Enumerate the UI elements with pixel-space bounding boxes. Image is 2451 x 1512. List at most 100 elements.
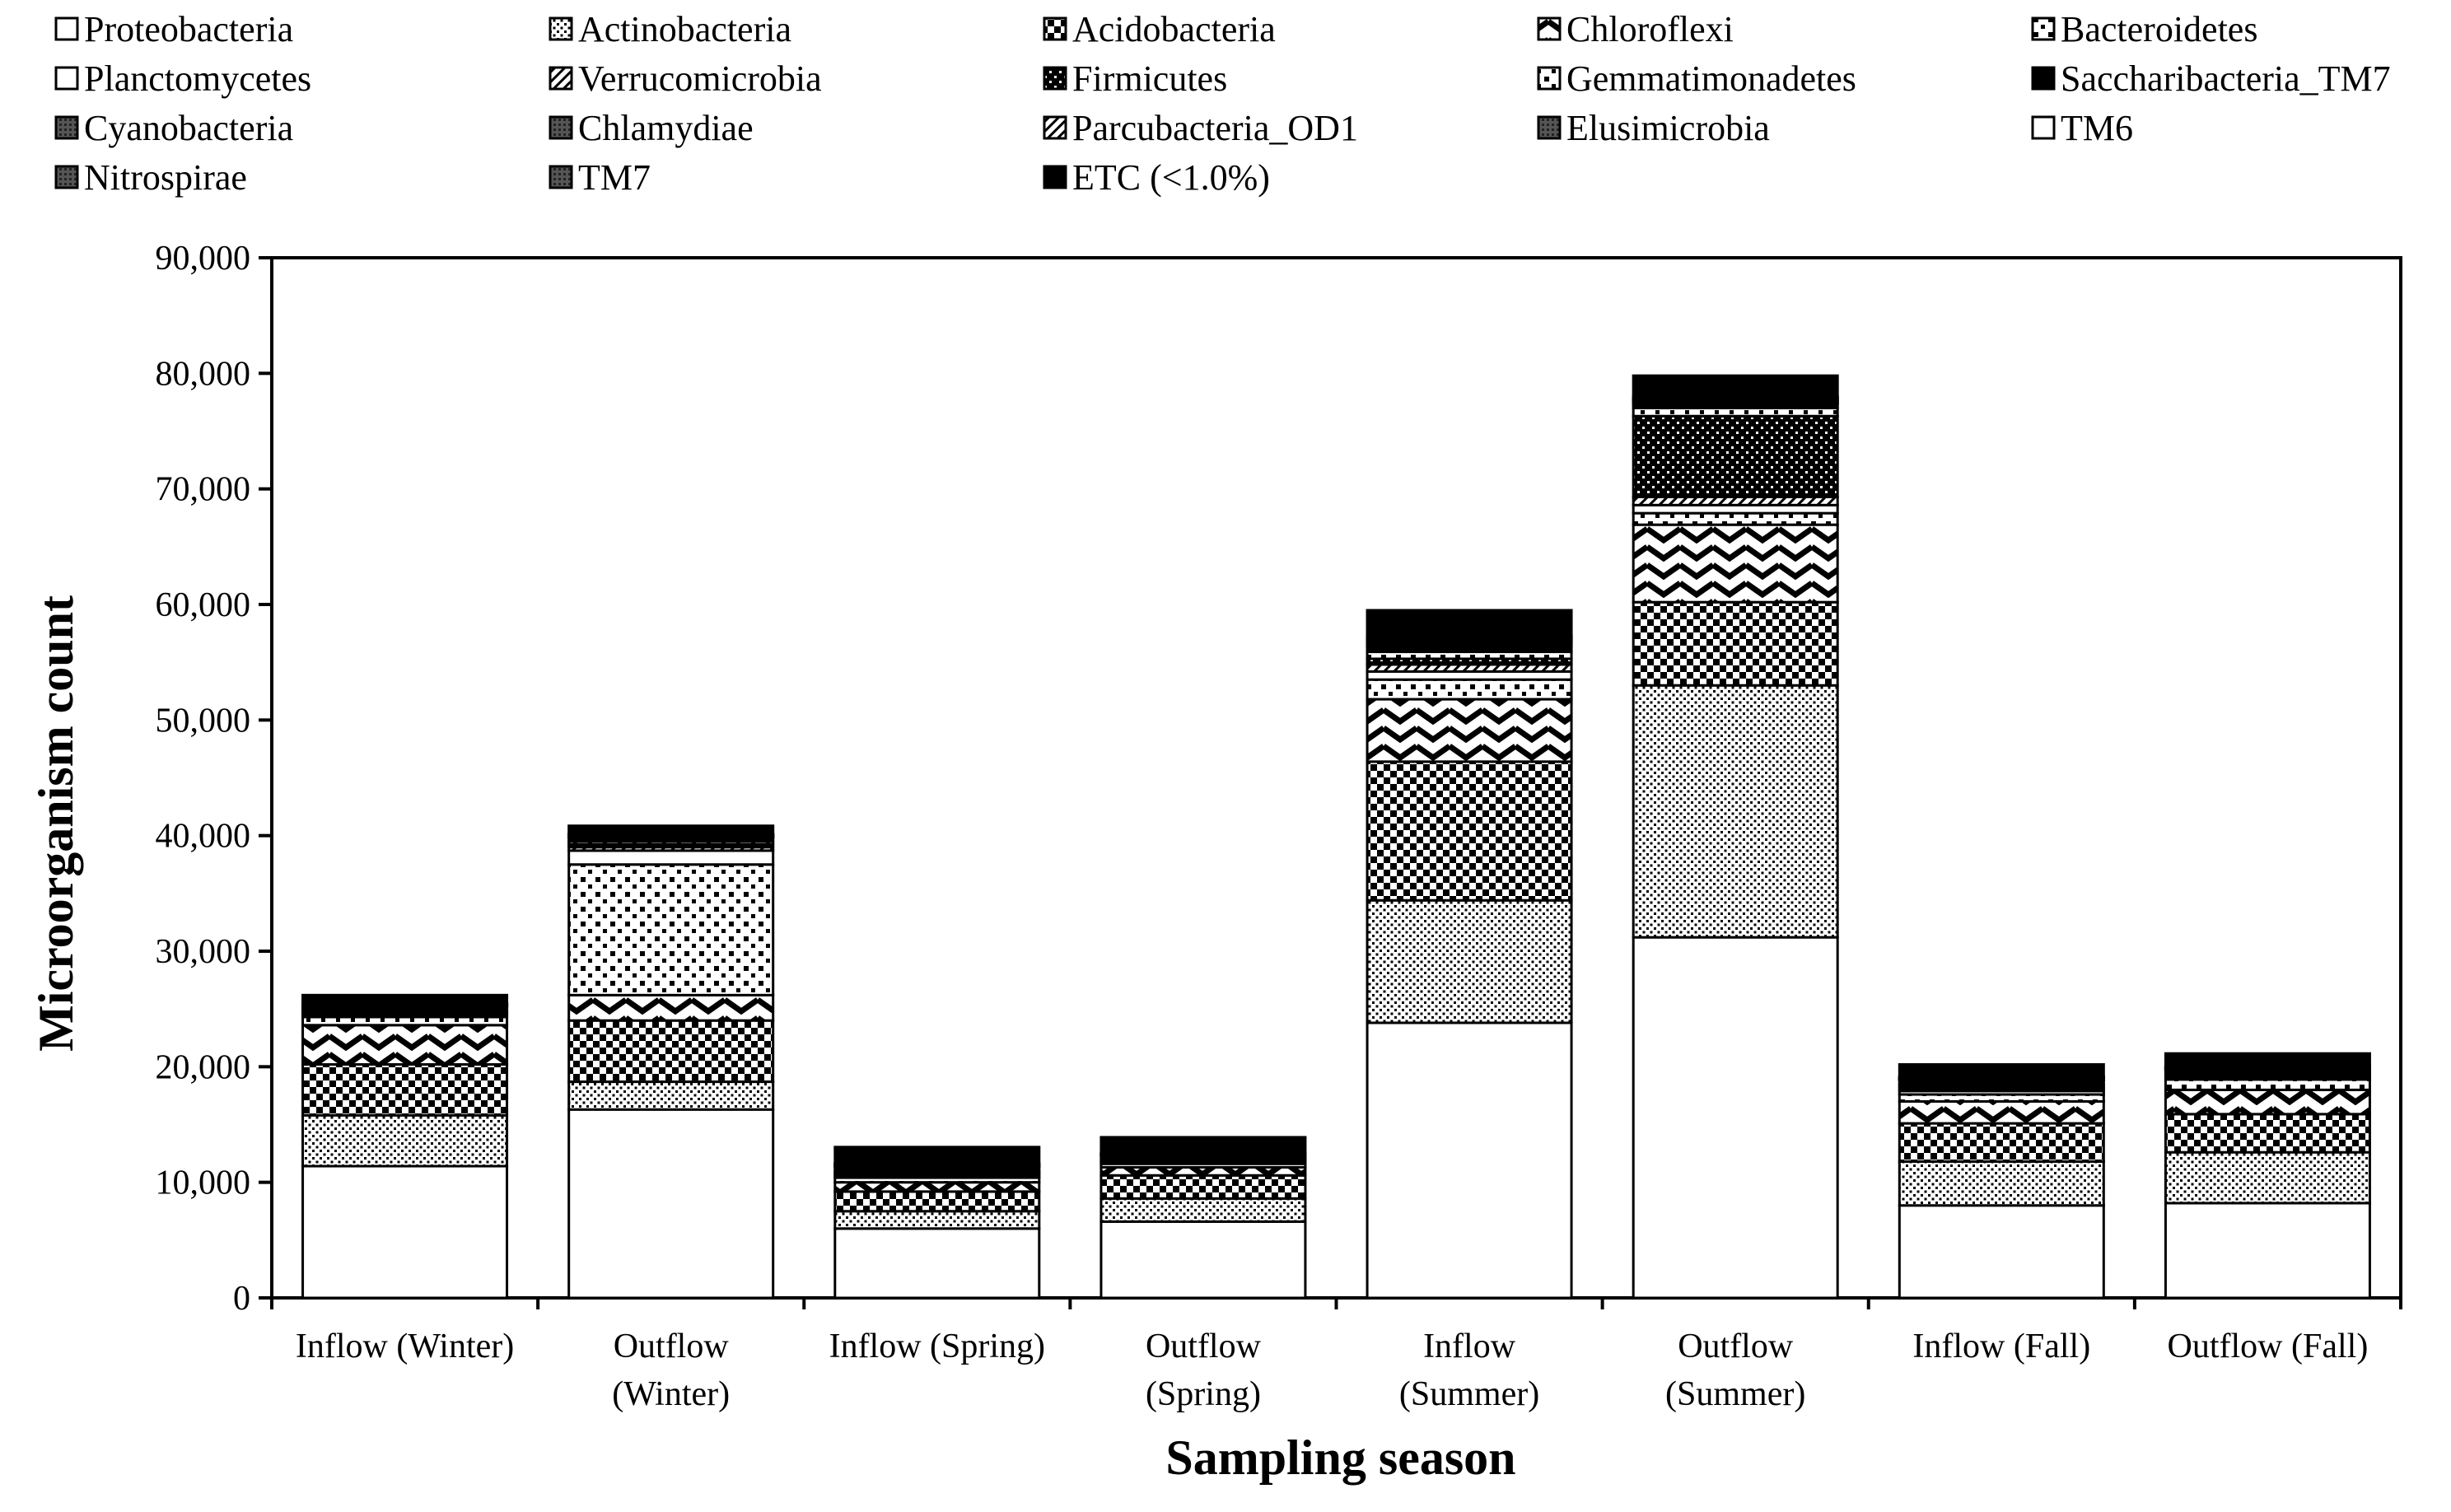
bar-segment bbox=[833, 1227, 1041, 1300]
legend-label: Firmicutes bbox=[1072, 58, 1227, 99]
bar-segment bbox=[1898, 1063, 2105, 1078]
bar-segment bbox=[833, 1181, 1041, 1193]
legend-swatch bbox=[1043, 16, 1067, 41]
bar-segment bbox=[1366, 760, 1573, 902]
legend-label: Nitrospirae bbox=[84, 157, 247, 198]
legend-swatch bbox=[2031, 115, 2056, 140]
legend-swatch bbox=[54, 165, 79, 189]
legend-label: Actinobacteria bbox=[578, 9, 791, 49]
bar-segment bbox=[567, 1080, 775, 1111]
bar-segment bbox=[301, 1113, 509, 1168]
bar-stack bbox=[1099, 1136, 1307, 1300]
bar-segment bbox=[1099, 1220, 1307, 1300]
x-category-label: Inflow (Fall) bbox=[1912, 1328, 2090, 1365]
legend-label: Cyanobacteria bbox=[84, 108, 293, 148]
legend-label: Verrucomicrobia bbox=[578, 58, 822, 99]
legend-label: Parcubacteria_OD1 bbox=[1072, 108, 1358, 148]
bar-segment bbox=[1632, 523, 1839, 604]
y-tick-label: 10,000 bbox=[156, 1164, 251, 1202]
legend-swatch bbox=[54, 66, 79, 91]
x-category-label: Inflow (Winter) bbox=[296, 1328, 514, 1365]
y-tick-label: 20,000 bbox=[156, 1048, 251, 1086]
legend-swatch bbox=[54, 16, 79, 41]
legend-label: Elusimicrobia bbox=[1566, 108, 1770, 148]
bar-segment bbox=[301, 1063, 509, 1117]
bar-segment bbox=[1099, 1174, 1307, 1200]
y-tick-label: 50,000 bbox=[156, 702, 251, 740]
legend-label: Saccharibacteria_TM7 bbox=[2061, 58, 2391, 99]
bar-segment bbox=[1366, 1021, 1573, 1300]
legend-label: Bacteroidetes bbox=[2061, 9, 2257, 49]
bar-segment bbox=[1632, 511, 1839, 526]
legend-swatch bbox=[1537, 16, 1562, 41]
bar-segment bbox=[1898, 1122, 2105, 1163]
legend-swatch bbox=[549, 66, 573, 91]
x-category-label: (Spring) bbox=[1146, 1375, 1261, 1413]
bar-segment bbox=[1632, 684, 1839, 939]
legend: Proteobacteria Actinobacteria Acidobacteri… bbox=[54, 9, 2391, 198]
bar-segment bbox=[1099, 1136, 1307, 1155]
legend-swatch bbox=[1537, 66, 1562, 91]
bar-segment bbox=[1366, 609, 1573, 637]
legend-label: ETC (<1.0%) bbox=[1072, 157, 1270, 198]
x-category-label: Outflow bbox=[1146, 1328, 1262, 1365]
bar-segment bbox=[833, 1210, 1041, 1230]
y-tick-label: 0 bbox=[233, 1280, 250, 1318]
legend-swatch bbox=[549, 115, 573, 140]
bar-segment bbox=[2164, 1113, 2371, 1154]
bar-segment bbox=[1632, 414, 1839, 498]
legend-label: Chlamydiae bbox=[578, 108, 754, 148]
y-tick-label: 60,000 bbox=[156, 586, 251, 624]
legend-label: TM6 bbox=[2061, 108, 2133, 148]
bar-segment bbox=[567, 993, 775, 1022]
x-category-label: Outflow bbox=[1678, 1328, 1794, 1365]
bar-segment bbox=[1632, 936, 1839, 1300]
legend-swatch bbox=[2031, 66, 2056, 91]
x-category-label: Inflow (Spring) bbox=[829, 1328, 1045, 1365]
y-tick-label: 70,000 bbox=[156, 471, 251, 509]
bar-segment bbox=[1898, 1099, 2105, 1125]
legend-label: TM7 bbox=[578, 157, 651, 198]
x-category-label: Inflow bbox=[1423, 1328, 1516, 1365]
x-category-label: Outflow bbox=[614, 1328, 730, 1365]
bar-stack bbox=[1898, 1063, 2105, 1300]
y-axis-title: Microorganism count bbox=[29, 595, 83, 1052]
bar-segment bbox=[567, 849, 775, 866]
bar-segment bbox=[301, 1024, 509, 1066]
bar-segment bbox=[1366, 698, 1573, 763]
bar-segment bbox=[567, 1019, 775, 1084]
bar-stack bbox=[1366, 609, 1573, 1300]
bar-stack bbox=[2164, 1052, 2371, 1300]
legend-swatch bbox=[54, 115, 79, 140]
bar-segment bbox=[2164, 1078, 2371, 1091]
legend-label: Proteobacteria bbox=[84, 9, 293, 49]
bar-segment bbox=[1099, 1197, 1307, 1223]
bar-segment bbox=[1632, 600, 1839, 687]
legend-label: Acidobacteria bbox=[1072, 9, 1276, 49]
y-tick-label: 40,000 bbox=[156, 818, 251, 856]
bar-segment bbox=[2164, 1052, 2371, 1068]
legend-swatch bbox=[1537, 115, 1562, 140]
x-category-label: (Summer) bbox=[1665, 1375, 1805, 1413]
legend-label: Planctomycetes bbox=[84, 58, 311, 99]
x-category-label: Outflow (Fall) bbox=[2168, 1328, 2369, 1365]
legend-swatch bbox=[549, 165, 573, 189]
bar-segment bbox=[1898, 1204, 2105, 1300]
bar-segment bbox=[567, 1108, 775, 1300]
legend-swatch bbox=[1043, 115, 1067, 140]
bar-segment bbox=[833, 1190, 1041, 1213]
x-category-label: (Summer) bbox=[1399, 1375, 1539, 1413]
y-tick-label: 80,000 bbox=[156, 355, 251, 393]
bar-segment bbox=[567, 863, 775, 996]
bar-stack bbox=[301, 993, 509, 1300]
bar-segment bbox=[2164, 1150, 2371, 1205]
bar-segment bbox=[1898, 1160, 2105, 1207]
x-axis-title: Sampling season bbox=[1165, 1430, 1515, 1485]
legend-swatch bbox=[2031, 16, 2056, 41]
bar-stack bbox=[1632, 374, 1839, 1300]
y-tick-label: 90,000 bbox=[156, 240, 251, 278]
bars bbox=[301, 374, 2371, 1300]
axes: 0 10,000 20,000 30,000 40,000 50,000 60,000 70,… bbox=[156, 240, 2402, 1413]
x-category-label: (Winter) bbox=[612, 1375, 730, 1413]
